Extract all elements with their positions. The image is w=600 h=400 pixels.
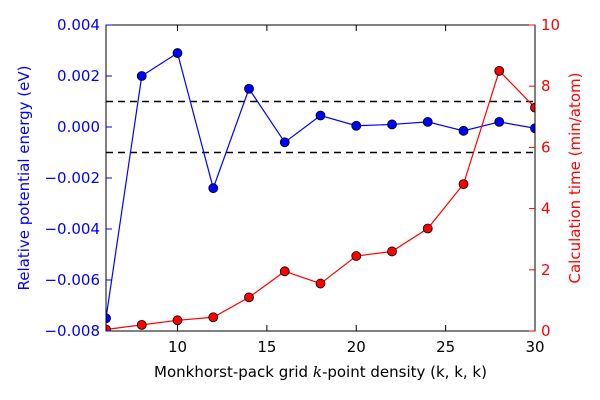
x-tick-label-5: 30 (525, 338, 544, 356)
y-left-tick-label-7: −0.008 (44, 322, 100, 340)
y-left-tick-label-2: 0.002 (57, 67, 100, 85)
y-right-tick-label-4: 4 (541, 200, 551, 218)
data-point-right-7 (315, 278, 326, 289)
data-point-left-6 (279, 137, 290, 148)
data-point-left-12 (494, 117, 505, 127)
data-point-right-3 (172, 315, 183, 326)
plot-area (106, 48, 535, 331)
data-point-left-2 (136, 71, 147, 81)
data-point-left-3 (172, 48, 183, 58)
data-point-right-9 (387, 246, 397, 257)
y-axis-left-label: Relative potential energy (eV) (15, 66, 33, 291)
y-right-tick-label-3: 6 (541, 138, 551, 156)
y-left-tick-label-5: −0.004 (44, 220, 100, 238)
series-line-right (106, 69, 535, 331)
plot-inner (106, 48, 535, 331)
data-point-left-4 (208, 183, 219, 194)
y-right-tick-label-5: 2 (541, 261, 551, 279)
data-point-right-10 (422, 223, 433, 234)
y-left-tick-label-3: 0.000 (57, 118, 100, 136)
y-axis-right-label: Calculation time (min/atom) (566, 72, 584, 283)
data-point-right-8 (351, 251, 362, 261)
data-point-left-5 (244, 83, 254, 94)
data-point-left-8 (351, 120, 362, 131)
series-line-left (106, 52, 535, 319)
y-left-tick-label-6: −0.006 (44, 271, 100, 289)
x-axis-label: Monkhorst-pack grid k-point density (k, … (154, 363, 487, 381)
data-point-right-5 (244, 292, 254, 303)
x-tick-label-3: 20 (347, 338, 366, 356)
x-tick-label-2: 15 (257, 338, 276, 356)
data-point-right-4 (208, 312, 219, 323)
y-left-tick-label-1: 0.004 (57, 16, 100, 34)
data-point-left-10 (422, 117, 433, 127)
x-tick-label-4: 25 (436, 338, 455, 356)
axes: 10 15 20 25 300.0040.0020.000−0.002−0.004−0.… (44, 16, 560, 356)
y-right-tick-label-1: 10 (541, 16, 560, 34)
y-left-tick-label-4: −0.002 (44, 169, 100, 187)
data-point-right-6 (279, 266, 290, 277)
data-point-right-11 (458, 179, 469, 190)
data-point-right-2 (136, 319, 147, 330)
data-point-right-13 (530, 102, 535, 113)
data-point-right-1 (106, 324, 111, 331)
data-point-left-13 (530, 123, 535, 134)
data-point-left-1 (106, 313, 111, 324)
y-right-tick-label-6: 0 (541, 322, 551, 340)
y-right-tick-label-2: 8 (541, 77, 551, 95)
x-tick-label-1: 10 (168, 338, 187, 356)
data-point-left-7 (315, 110, 326, 121)
data-point-left-9 (387, 119, 397, 130)
data-point-right-12 (494, 66, 505, 76)
data-point-left-11 (458, 125, 469, 136)
